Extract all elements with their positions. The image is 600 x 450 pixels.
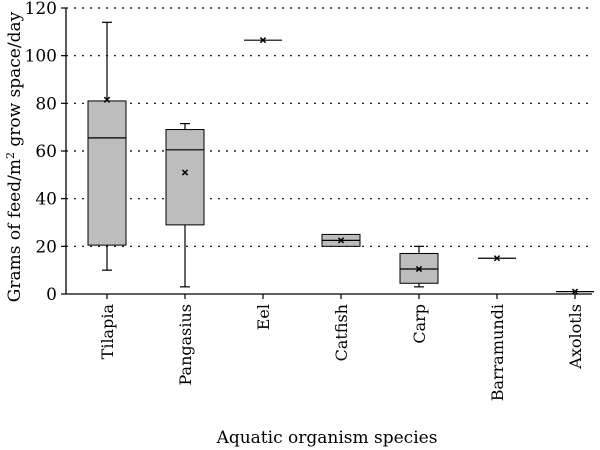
y-tick-label: 60 (35, 142, 57, 162)
mean-marker (259, 37, 267, 44)
box-tilapia (87, 21, 127, 271)
axes (61, 7, 592, 299)
y-tick-label: 20 (35, 237, 57, 257)
category-label-pangasius: Pangasius (176, 304, 195, 386)
box-iqr (87, 100, 127, 246)
category-label-catfish: Catfish (332, 304, 351, 361)
y-tick-label: 80 (35, 94, 57, 114)
category-label-barramundi: Barramundi (488, 304, 507, 401)
box-eel (244, 37, 282, 44)
x-axis-title: Aquatic organism species (216, 428, 438, 448)
y-tick-label: 40 (35, 190, 57, 210)
mean-marker (493, 255, 501, 262)
box-catfish (321, 233, 361, 247)
category-labels: Tilapia Pangasius Eel Catfish Carp Barramundi… (98, 304, 585, 402)
mean-marker (103, 96, 111, 103)
mean-marker (181, 169, 189, 176)
y-tick-label: 120 (25, 0, 57, 19)
y-tick-label: 0 (46, 285, 57, 305)
y-tick-label: 100 (25, 47, 57, 67)
box-carp (399, 245, 439, 288)
box-iqr (165, 129, 205, 226)
category-label-axolotls: Axolotls (566, 304, 585, 370)
box-barramundi (478, 255, 516, 262)
gridlines (66, 7, 592, 247)
y-axis-title: Grams of feed/m2 grow space/day (4, 11, 25, 302)
category-label-carp: Carp (410, 304, 429, 344)
box-axolotls (556, 288, 594, 295)
category-label-eel: Eel (254, 304, 273, 330)
boxes (87, 21, 594, 295)
mean-marker (415, 265, 423, 273)
mean-marker (571, 288, 579, 295)
mean-marker (337, 237, 345, 244)
category-label-tilapia: Tilapia (98, 304, 117, 360)
y-tick-labels: 0 20 40 60 80 100 120 (25, 0, 57, 305)
box-pangasius (165, 122, 205, 288)
